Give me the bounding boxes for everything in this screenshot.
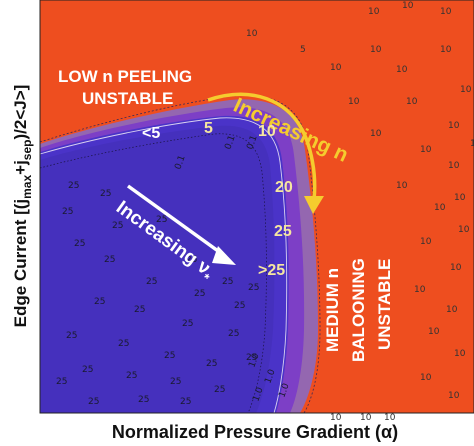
stable-region-inner-dark xyxy=(40,125,275,413)
contour-value-label: 10 xyxy=(448,391,460,401)
contour-value-label: 25 xyxy=(234,301,245,311)
contour-value-label: 25 xyxy=(186,255,197,265)
contour-value-label: 10 xyxy=(420,145,432,155)
increasing-nu-arrow xyxy=(126,184,227,258)
contour-value-label: 10 xyxy=(446,305,458,315)
contour-value-label: 25 xyxy=(248,283,259,293)
contour-value-label: 0.1 xyxy=(223,134,237,151)
contour-value-label: 25 xyxy=(62,207,73,217)
contour-value-label: 25 xyxy=(180,397,191,407)
contour-value-label: 1.0 xyxy=(263,368,277,385)
contour-value-label: 25 xyxy=(68,181,79,191)
contour-line-band xyxy=(39,117,288,414)
peeling-label-line1: LOW n PEELING xyxy=(58,67,192,86)
contour-value-label: 10 xyxy=(454,349,466,359)
contour-value-label: 10 xyxy=(470,139,474,149)
contour-value-label: 25 xyxy=(100,189,111,199)
contour-value-label: 25 xyxy=(112,221,123,231)
y-axis-title-part2: +j xyxy=(11,160,30,175)
contour-value-label: 10 xyxy=(330,413,342,423)
contour-value-label: 25 xyxy=(56,377,67,387)
contour-value-label: 0.1 xyxy=(173,154,187,171)
n-label-lt5: <5 xyxy=(142,125,160,142)
contour-value-label: 25 xyxy=(94,297,105,307)
contour-value-label: 10 xyxy=(428,327,440,337)
contour-value-label: 10 xyxy=(370,45,382,55)
contour-value-label: 5 xyxy=(300,45,306,55)
ballooning-label-line2: BALOONING xyxy=(349,258,368,362)
contour-value-label: 25 xyxy=(82,365,93,375)
contour-value-label: 10 xyxy=(454,193,466,203)
x-axis-title: Normalized Pressure Gradient (α) xyxy=(112,422,398,442)
contour-value-label: 10 xyxy=(402,1,414,11)
contour-value-label: 10 xyxy=(348,97,360,107)
contour-value-label: 25 xyxy=(66,331,77,341)
y-axis-title-sub-max: max xyxy=(20,175,34,199)
contour-value-label: 1.0 xyxy=(247,352,261,369)
contour-value-label: 25 xyxy=(134,305,145,315)
y-axis-title-part3: )/2<J>] xyxy=(11,85,30,140)
contour-value-label: 25 xyxy=(214,385,225,395)
y-axis-title: Edge Current [(jmax+jsep)/2<J>] xyxy=(11,85,34,328)
contour-labels-band: 0.1 0.10.11.01.01.0 1.0 xyxy=(173,134,291,403)
ballooning-label-line3: UNSTABLE xyxy=(375,259,394,350)
contour-value-label: 10 xyxy=(458,225,470,235)
contour-value-label: 10 xyxy=(406,97,418,107)
contour-value-label: 10 xyxy=(246,29,258,39)
n-label-gt25: >25 xyxy=(258,262,285,279)
n-label-10: 10 xyxy=(258,123,276,140)
increasing-nu-arrowhead xyxy=(212,246,236,265)
contour-value-label: 10 xyxy=(370,129,382,139)
contour-value-label: 10 xyxy=(368,7,380,17)
contour-value-label: 10 xyxy=(420,373,432,383)
contour-value-label: 25 xyxy=(182,319,193,329)
contour-value-label: 10 xyxy=(434,203,446,213)
plot-frame xyxy=(39,0,474,414)
contour-value-label: 25 xyxy=(88,397,99,407)
contour-labels-low-region: 2525252525252525252525252525252525252525… xyxy=(56,181,259,407)
stable-region-low-n xyxy=(40,115,289,413)
contour-value-label: 25 xyxy=(206,359,217,369)
contour-value-label: 0.1 xyxy=(245,134,259,151)
n-label-20: 20 xyxy=(275,179,293,196)
contour-value-label: 10 xyxy=(440,7,452,17)
contour-value-label: 10 xyxy=(330,63,342,73)
increasing-n-arrowhead xyxy=(304,196,324,214)
contour-value-label: 25 xyxy=(118,339,129,349)
contour-value-label: 25 xyxy=(126,371,137,381)
y-axis-title-sub-sep: sep xyxy=(20,139,34,160)
contour-value-label: 1.0 xyxy=(277,382,291,399)
contour-value-label: 10 xyxy=(384,413,396,423)
ballooning-label-line1: MEDIUM n xyxy=(323,268,342,352)
contour-value-label: 25 xyxy=(74,239,85,249)
y-axis-title-part1: Edge Current [(j xyxy=(11,199,30,327)
contour-value-label: 25 xyxy=(194,289,205,299)
contour-value-label: 10 xyxy=(448,121,460,131)
contour-value-label: 25 xyxy=(170,377,181,387)
contour-value-label: 10 xyxy=(460,85,472,95)
contour-value-label: 10 xyxy=(414,285,426,295)
contour-value-label: 10 xyxy=(360,413,372,423)
contour-value-label: 25 xyxy=(156,215,167,225)
n-label-25: 25 xyxy=(274,223,292,240)
contour-value-label: 25 xyxy=(138,395,149,405)
contour-value-label: 1.0 xyxy=(251,386,265,403)
contour-labels-high-region: 10 10 10 5 10 10 10 10 10 10 10 10 10 10 10 10 10 10 10 10 1… xyxy=(246,1,474,423)
n-label-5: 5 xyxy=(204,120,213,137)
contour-value-label: 10 xyxy=(440,45,452,55)
contour-value-label: 10 xyxy=(396,65,408,75)
contour-value-label: 25 xyxy=(164,351,175,361)
contour-value-label: 10 xyxy=(448,161,460,171)
contour-value-label: 10 xyxy=(420,237,432,247)
contour-value-label: 25 xyxy=(228,329,239,339)
contour-value-label: 25 xyxy=(146,277,157,287)
increasing-n-arrow xyxy=(207,92,317,201)
contour-value-label: 25 xyxy=(246,353,257,363)
peeling-label-line2: UNSTABLE xyxy=(82,89,173,108)
contour-value-label: 10 xyxy=(450,263,462,273)
contour-value-label: 10 xyxy=(396,181,408,191)
contour-value-label: 25 xyxy=(104,255,115,265)
contour-value-label: 25 xyxy=(222,277,233,287)
